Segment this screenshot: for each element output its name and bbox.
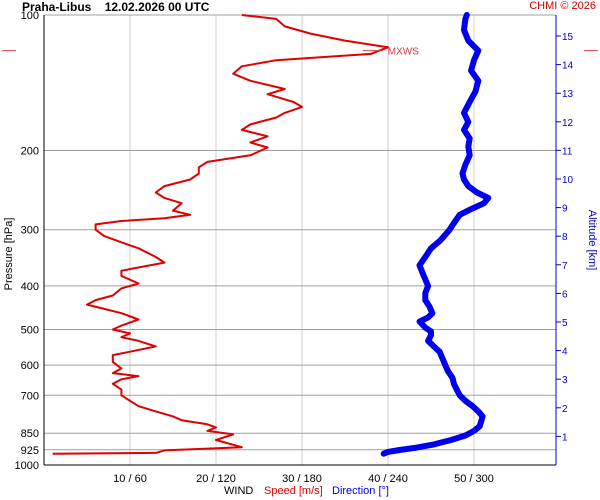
altitude-tick-label: 1 (562, 432, 568, 443)
footer-direction-legend: Direction [°] (332, 485, 389, 497)
pressure-tick-label: 600 (21, 360, 39, 372)
footer-speed-legend: Speed [m/s] (264, 485, 323, 497)
altitude-tick-label: 9 (562, 204, 568, 215)
pressure-tick-label: 400 (21, 281, 39, 293)
altitude-tick-label: 5 (562, 318, 568, 329)
pressure-tick-label: 1000 (15, 460, 39, 472)
y-axis-label-left: Pressure [hPa] (3, 218, 15, 291)
altitude-tick-label: 7 (562, 261, 568, 272)
footer-wind: WIND (224, 485, 254, 497)
y-axis-label-right: Altitude [km] (586, 210, 598, 271)
mxws-label: MXWS (388, 47, 419, 58)
mxws-annotation: MXWS (2, 47, 598, 58)
station-name: Praha-Libus (22, 0, 92, 14)
altitude-tick-label: 14 (562, 61, 574, 72)
pressure-tick-label: 300 (21, 225, 39, 237)
copyright: CHMI © 2026 (529, 0, 596, 12)
speed-series-line (52, 14, 389, 455)
altitude-tick-label: 8 (562, 232, 568, 243)
pressure-axis: 100 200 300 400 500 600 700 850 925 1000 (15, 10, 39, 472)
series-lines (52, 12, 492, 457)
chart-title: Praha-Libus 12.02.2026 00 UTC (22, 0, 209, 14)
pressure-tick-label: 200 (21, 145, 39, 157)
x-axis: 10 / 60 20 / 120 30 / 180 40 / 240 50 / 300 (113, 473, 494, 485)
altitude-tick-label: 4 (562, 347, 568, 358)
altitude-tick-label: 6 (562, 289, 568, 300)
x-tick-label: 50 / 300 (454, 473, 494, 485)
x-tick-label: 10 / 60 (113, 473, 147, 485)
altitude-tick-label: 10 (562, 175, 574, 186)
altitude-tick-label: 15 (562, 32, 574, 43)
altitude-tick-label: 3 (562, 375, 568, 386)
axes (43, 15, 557, 466)
direction-series-line (380, 12, 492, 457)
x-tick-label: 20 / 120 (196, 473, 236, 485)
altitude-tick-label: 12 (562, 118, 574, 129)
sounding-datetime: 12.02.2026 00 UTC (104, 0, 210, 14)
altitude-tick-label: 2 (562, 404, 568, 415)
pressure-tick-label: 700 (21, 390, 39, 402)
pressure-tick-label: 500 (21, 325, 39, 337)
pressure-tick-label: 925 (21, 445, 39, 457)
x-tick-label: 40 / 240 (368, 473, 408, 485)
pressure-tick-label: 850 (21, 428, 39, 440)
x-tick-label: 30 / 180 (282, 473, 322, 485)
altitude-tick-label: 11 (562, 146, 573, 157)
altitude-tick-label: 13 (562, 89, 574, 100)
pressure-tick-label: 100 (21, 10, 39, 22)
